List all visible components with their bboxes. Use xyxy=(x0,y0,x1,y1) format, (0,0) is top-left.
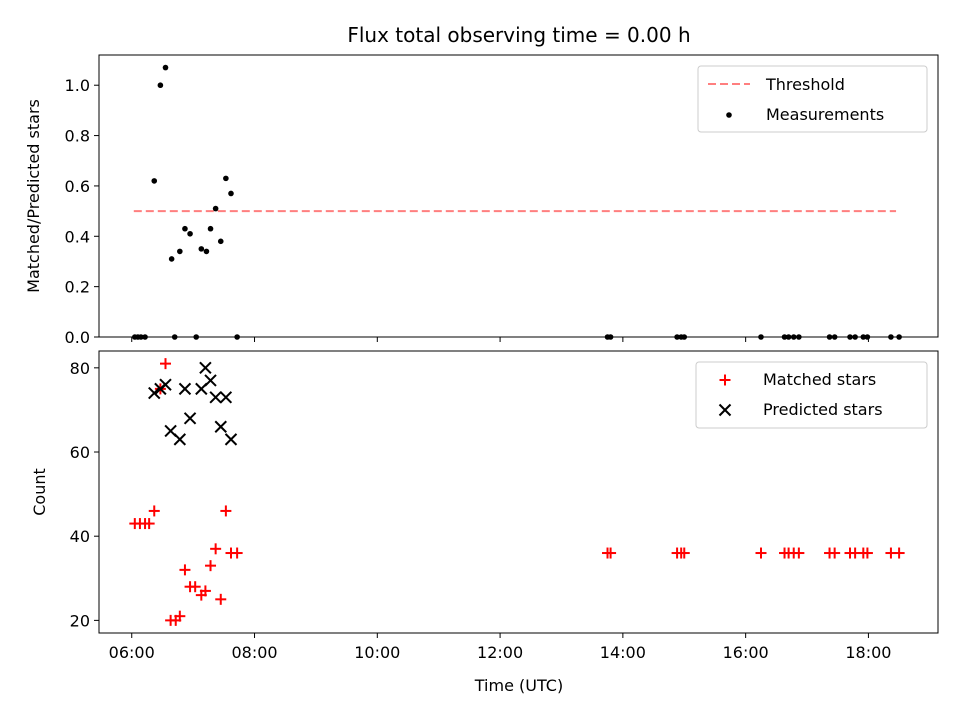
measurement-point xyxy=(217,238,224,245)
ratio-x-ticks xyxy=(131,337,869,342)
measurement-point xyxy=(228,190,234,197)
matched-star-point xyxy=(215,593,227,605)
predicted-star-point xyxy=(183,412,197,425)
predicted-star-point xyxy=(214,420,227,433)
matched-stars-points xyxy=(129,358,905,626)
count-panel: 20 40 60 80 06:00 08:00 10:00 12:00 14:00 16:00 1… xyxy=(30,350,939,695)
count-plot-frame xyxy=(98,350,939,634)
measurement-point xyxy=(157,82,164,89)
predicted-star-point xyxy=(209,391,222,404)
ratio-legend: Threshold Measurements xyxy=(697,65,928,133)
measurement-point xyxy=(207,225,214,232)
matched-star-point xyxy=(893,547,905,559)
ratio-legend-box xyxy=(697,65,928,133)
measurement-point xyxy=(187,230,193,237)
count-y-tick-label: 20 xyxy=(70,611,90,630)
x-axis-label: Time (UTC) xyxy=(474,676,563,695)
count-y-tick-label: 40 xyxy=(70,527,90,546)
count-y-ticks: 20 40 60 80 xyxy=(70,359,99,630)
matched-star-point xyxy=(605,547,617,559)
matched-star-point xyxy=(148,505,160,517)
measurement-point xyxy=(177,248,183,255)
x-tick-label: 18:00 xyxy=(845,643,891,662)
x-tick-label: 08:00 xyxy=(231,643,277,662)
legend-matched-label: Matched stars xyxy=(763,370,876,389)
ratio-y-tick-label: 0.4 xyxy=(65,227,90,246)
measurement-point xyxy=(212,205,219,212)
measurement-point xyxy=(168,256,175,262)
legend-measurements-label: Measurements xyxy=(766,105,884,124)
matched-star-point xyxy=(220,505,232,517)
matched-star-point xyxy=(210,543,222,555)
matched-star-point xyxy=(199,585,211,597)
predicted-star-point xyxy=(224,433,238,446)
matched-star-point xyxy=(861,547,873,559)
legend-predicted-marker xyxy=(718,403,732,417)
predicted-stars-points xyxy=(148,361,238,446)
predicted-star-point xyxy=(159,378,172,391)
ratio-y-tick-label: 0.6 xyxy=(65,177,90,196)
matched-star-point xyxy=(755,547,767,559)
measurement-point xyxy=(182,225,188,232)
matched-star-point xyxy=(205,560,217,572)
matched-star-point xyxy=(793,547,805,559)
ratio-y-tick-label: 1.0 xyxy=(65,76,90,95)
matched-star-point xyxy=(829,547,841,559)
legend-measurements-swatch xyxy=(726,112,732,118)
matched-star-point xyxy=(160,358,172,370)
measurement-point xyxy=(223,175,229,182)
matched-star-point xyxy=(189,581,201,593)
predicted-star-point xyxy=(178,382,192,396)
x-tick-label: 10:00 xyxy=(354,643,400,662)
predicted-star-point xyxy=(148,386,161,400)
ratio-y-tick-label: 0.8 xyxy=(65,127,90,146)
ratio-y-axis-label: Matched/Predicted stars xyxy=(24,99,43,293)
x-tick-label: 14:00 xyxy=(600,643,646,662)
ratio-y-ticks: 0.0 0.2 0.4 0.6 0.8 1.0 xyxy=(65,76,99,347)
count-legend-box xyxy=(695,361,928,429)
count-legend: Matched stars Predicted stars xyxy=(695,361,928,429)
matched-star-point xyxy=(143,518,155,530)
x-tick-label: 06:00 xyxy=(109,643,155,662)
legend-matched-marker xyxy=(719,374,731,386)
count-y-tick-label: 60 xyxy=(70,443,90,462)
predicted-star-point xyxy=(173,433,187,446)
measurement-point xyxy=(151,178,158,184)
measurement-point xyxy=(162,64,169,71)
ratio-y-tick-label: 0.2 xyxy=(65,278,90,297)
matched-star-point xyxy=(174,610,186,622)
legend-matched-swatch xyxy=(719,374,731,386)
matched-star-point xyxy=(678,547,690,559)
legend-predicted-label: Predicted stars xyxy=(763,400,883,419)
chart-title: Flux total observing time = 0.00 h xyxy=(347,23,690,47)
legend-threshold-label: Threshold xyxy=(765,75,845,94)
predicted-star-point xyxy=(204,374,217,387)
count-x-ticks: 06:00 08:00 10:00 12:00 14:00 16:00 18:00 xyxy=(109,633,891,662)
matched-star-point xyxy=(179,564,191,576)
count-y-axis-label: Count xyxy=(30,468,49,516)
measurement-point xyxy=(198,246,205,252)
ratio-y-tick-label: 0.0 xyxy=(65,328,90,347)
ratio-panel: 0.0 0.2 0.4 0.6 0.8 1.0 Matched/Predicted sta… xyxy=(24,54,939,347)
x-tick-label: 16:00 xyxy=(723,643,769,662)
predicted-star-point xyxy=(199,361,212,375)
count-y-tick-label: 80 xyxy=(70,359,90,378)
legend-predicted-swatch xyxy=(718,403,732,417)
x-tick-label: 12:00 xyxy=(477,643,523,662)
ratio-plot-frame xyxy=(98,54,939,338)
predicted-star-point xyxy=(219,391,233,404)
matched-star-point xyxy=(231,547,243,559)
measurement-point xyxy=(203,248,210,255)
